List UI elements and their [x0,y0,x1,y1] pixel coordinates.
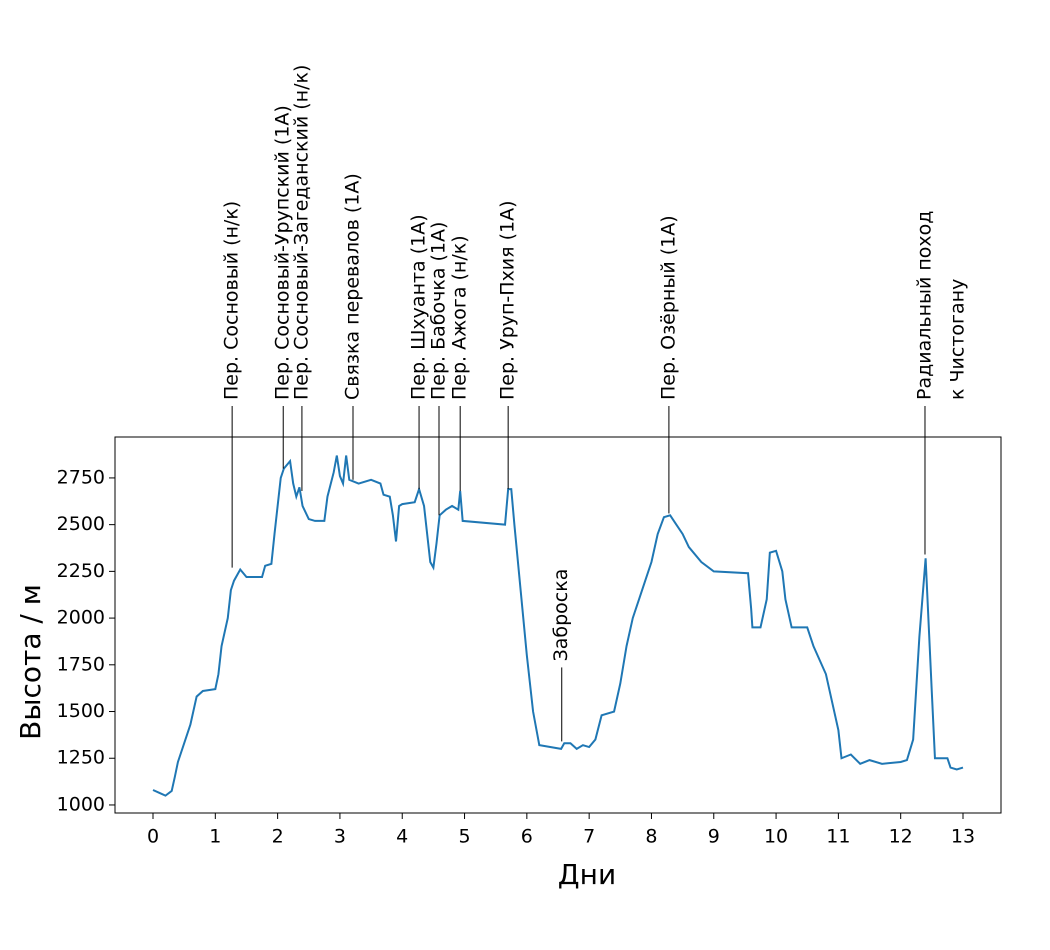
x-tick-label: 4 [396,826,408,848]
annotation-label: к Чистогану [946,279,968,400]
x-tick-label: 6 [521,826,533,848]
x-tick-label: 13 [951,826,975,848]
annotation-label: Пер. Сосновый-Урупский (1А) [272,105,294,400]
y-axis-label: Высота / м [14,584,47,740]
y-tick-label: 2000 [57,607,105,629]
annotation-label: Пер. Сосновый-Загеданский (н/к) [290,65,312,400]
annotation-label: Пер. Ажога (н/к) [449,235,471,400]
x-tick-label: 12 [889,826,913,848]
y-tick-label: 1750 [57,653,105,675]
y-tick-label: 2750 [57,466,105,488]
x-tick-label: 2 [272,826,284,848]
x-tick-label: 3 [334,826,346,848]
y-tick-label: 2250 [57,560,105,582]
x-axis-label: Дни [558,858,616,891]
x-tick-label: 7 [583,826,595,848]
x-tick-label: 8 [645,826,657,848]
x-tick-label: 0 [147,826,159,848]
x-tick-label: 11 [826,826,850,848]
annotation-label: Пер. Шхуанта (1А) [408,214,430,400]
annotation-label: Заброска [550,569,572,662]
y-tick-label: 2500 [57,513,105,535]
elevation-line [152,455,964,797]
y-tick-label: 1500 [57,700,105,722]
y-tick-label: 1000 [57,793,105,815]
x-tick-label: 9 [708,826,720,848]
annotation-label: Связка перевалов (1А) [342,173,364,400]
plot-frame [114,436,1002,814]
annotation-label: Пер. Озёрный (1А) [657,215,679,400]
annotation-label: Пер. Уруп-Пхия (1А) [497,200,519,400]
annotation-label: Пер. Бабочка (1А) [427,222,449,400]
annotation-label: Радиальный поход [913,211,935,400]
x-tick-label: 5 [458,826,470,848]
annotation-label: Пер. Сосновый (н/к) [221,201,243,400]
y-tick-label: 1250 [57,747,105,769]
x-tick-label: 10 [764,826,788,848]
x-tick-label: 1 [209,826,221,848]
